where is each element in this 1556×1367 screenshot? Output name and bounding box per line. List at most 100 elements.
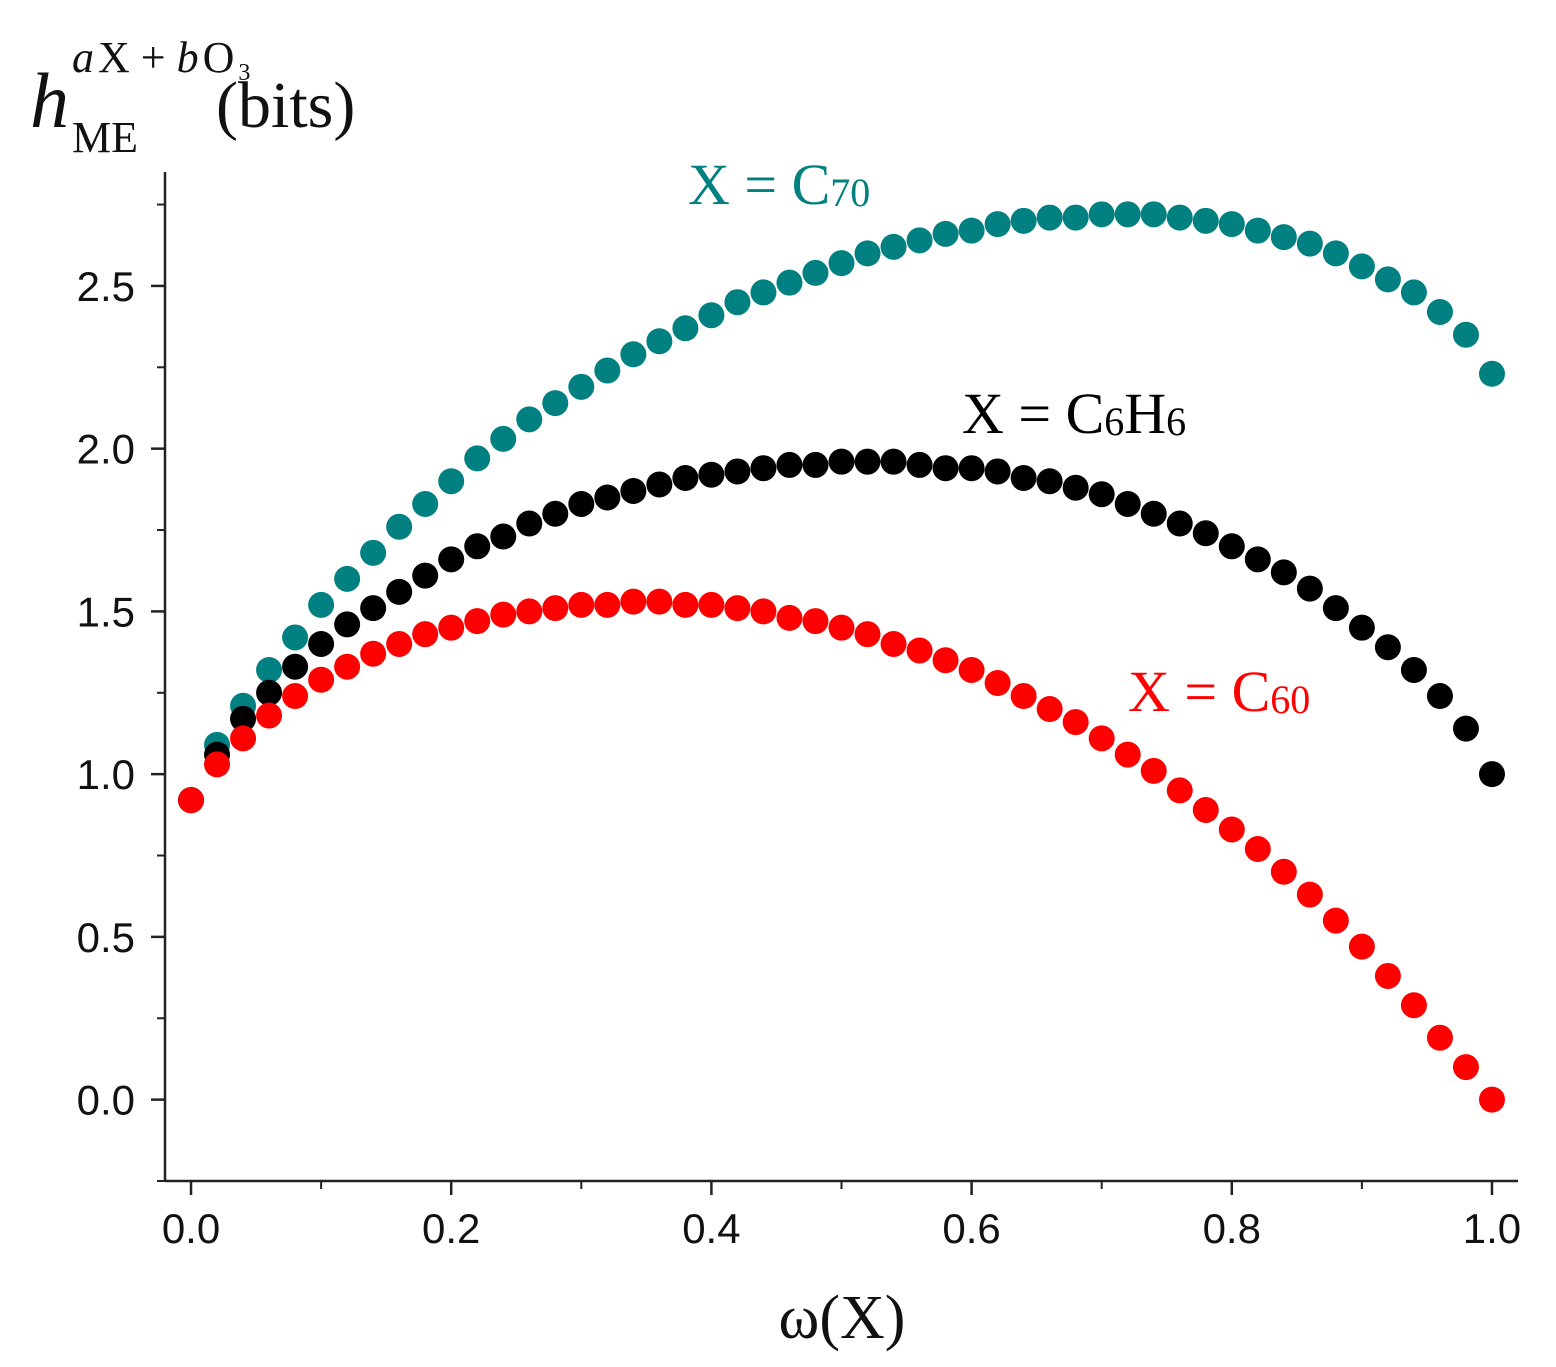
point-c70 [1348,253,1375,280]
point-c60 [568,591,595,618]
point-c60 [802,608,829,635]
y-tick-label: 0.5 [77,914,135,961]
y-tick-label: 0.0 [77,1077,135,1124]
point-c6h6 [1296,575,1323,602]
point-c6h6 [1192,520,1219,547]
point-c60 [1114,741,1141,768]
point-c6h6 [542,500,569,527]
point-c6h6 [360,595,387,622]
point-c6h6 [568,490,595,517]
series-c6h6 [178,448,1505,814]
point-c70 [334,565,361,592]
ticks: 0.0 0.2 0.4 0.6 0.8 1.0 0.0 0.5 1.0 1.5 2.0 2.5 [77,203,1521,1252]
point-c60 [672,591,699,618]
point-c60 [906,637,933,664]
point-c70 [646,328,673,355]
x-tick-label: 0.2 [422,1205,480,1252]
y-axis-title-sup-x: X + [98,33,177,82]
point-c60 [334,653,361,680]
point-c60 [776,604,803,631]
point-c70 [958,217,985,244]
series-c60 [178,588,1505,1113]
point-c60 [1218,816,1245,843]
point-c70 [1400,279,1427,306]
point-c60 [1036,696,1063,723]
point-c70 [490,425,517,452]
point-c60 [620,588,647,615]
point-c70 [438,468,465,495]
point-c60 [958,656,985,683]
point-c6h6 [516,510,543,537]
point-c60 [360,640,387,667]
point-c6h6 [1010,464,1037,491]
point-c70 [880,233,907,260]
point-c6h6 [464,533,491,560]
point-c6h6 [880,448,907,475]
point-c70 [1478,360,1505,387]
point-c60 [1348,933,1375,960]
point-c6h6 [1062,474,1089,501]
point-c70 [516,406,543,433]
y-tick-label: 1.5 [77,588,135,635]
y-axis-title: h a X + b O 3 (bits) ME [30,33,359,162]
point-c6h6 [724,458,751,485]
point-c70 [464,445,491,472]
point-c70 [1192,207,1219,234]
point-c60 [1400,992,1427,1019]
point-c60 [1322,907,1349,934]
point-c60 [932,647,959,674]
point-c6h6 [1244,546,1271,573]
point-c70 [698,302,725,329]
point-c60 [204,751,231,778]
point-c70 [672,315,699,342]
series-label-c60: X = C60 [1128,659,1310,724]
point-c60 [1296,881,1323,908]
x-axis-title: ω(X) [779,1284,906,1352]
point-c70 [412,490,439,517]
point-c6h6 [1426,683,1453,710]
axes [163,172,1518,1183]
series-label-c70: X = C70 [688,152,870,217]
point-c70 [1036,204,1063,231]
point-c60 [178,787,205,814]
point-c60 [698,591,725,618]
point-c60 [282,683,309,710]
point-c6h6 [1166,510,1193,537]
point-c60 [750,598,777,625]
point-c60 [386,630,413,657]
point-c70 [802,259,829,286]
point-c6h6 [1114,490,1141,517]
point-c70 [1010,207,1037,234]
point-c6h6 [1348,614,1375,641]
point-c6h6 [438,546,465,573]
point-c70 [906,227,933,254]
point-c60 [724,595,751,622]
series-label-c6h6: X = C6H6 [962,381,1186,446]
point-c70 [360,539,387,566]
y-axis-title-sup-b: b [177,33,199,82]
point-c60 [880,630,907,657]
point-c6h6 [620,477,647,504]
point-c6h6 [698,461,725,488]
y-axis-title-sup-o-sub: 3 [238,60,250,86]
point-c60 [828,614,855,641]
point-c60 [1062,709,1089,736]
y-tick-label: 1.0 [77,751,135,798]
point-c70 [386,513,413,540]
x-tick-label: 0.0 [162,1205,220,1252]
point-c60 [1140,757,1167,784]
point-c70 [1426,298,1453,325]
point-c60 [438,614,465,641]
y-axis-title-sup-o: O [203,33,235,82]
y-axis-title-sup-a: a [72,33,94,82]
point-c6h6 [646,471,673,498]
point-c6h6 [1322,595,1349,622]
point-c6h6 [1452,715,1479,742]
point-c60 [1244,836,1271,863]
point-c6h6 [1478,761,1505,788]
point-c70 [1088,201,1115,228]
point-c6h6 [308,630,335,657]
x-tick-label: 0.8 [1203,1205,1261,1252]
point-c70 [1244,217,1271,244]
point-c60 [412,621,439,648]
